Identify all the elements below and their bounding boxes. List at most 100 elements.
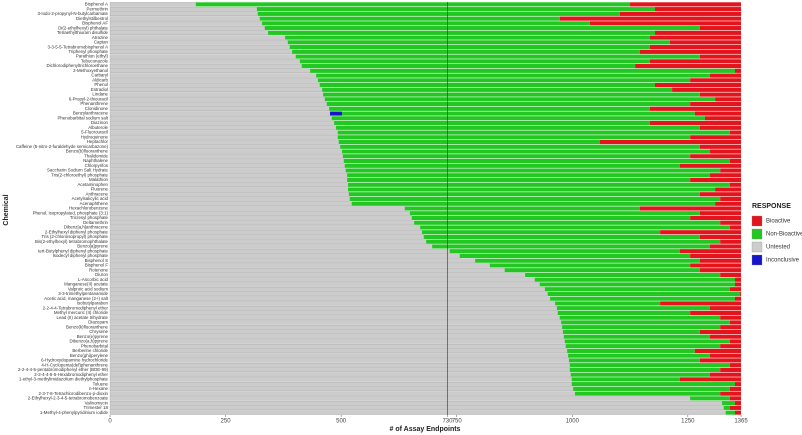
bar-segment <box>710 306 741 311</box>
bar-segment <box>504 268 700 273</box>
bar-segment <box>679 249 741 254</box>
bar-segment <box>348 182 730 187</box>
category-label: Benzylanthracene <box>73 111 109 116</box>
bar-segment <box>559 16 741 21</box>
bar-segment <box>571 377 680 382</box>
bar-segment <box>710 173 741 178</box>
bar-segment <box>109 396 691 401</box>
bar-segment <box>720 272 741 278</box>
bar-segment <box>109 206 406 211</box>
bar-segment <box>704 116 741 121</box>
bar-segment <box>699 125 741 130</box>
category-label: Malathion <box>89 177 109 182</box>
bar-segment <box>109 101 327 107</box>
bar-segment <box>639 206 741 211</box>
bar-segment <box>544 287 730 292</box>
bar-segment <box>109 30 269 36</box>
bar-segment <box>337 130 730 135</box>
bar-segment <box>562 325 721 330</box>
bar-segment <box>109 315 560 320</box>
bar-segment <box>525 272 721 278</box>
bar-segment <box>109 268 505 273</box>
bar-segment <box>690 177 741 183</box>
bar-segment <box>679 163 741 168</box>
category-label: Isobutylparaben <box>77 301 109 306</box>
category-label: Bisphenol A <box>85 2 108 7</box>
legend-label: Bioactive <box>766 219 791 225</box>
bar-segment <box>699 92 741 97</box>
category-label: 2-Ethylhexyl-2-3-4-5-tetrabromobenzoate <box>28 396 109 401</box>
bar-segment <box>109 358 570 363</box>
category-label: Bis(2-ethylhexyl) tetrabromophthalate <box>35 239 109 244</box>
bar-segment <box>570 372 711 377</box>
bar-segment <box>109 363 571 368</box>
bar-segment <box>289 45 650 50</box>
category-label: Deltamethrin <box>83 220 108 225</box>
category-label: tert-Butylphenyl diphenyl phosphate <box>38 248 108 253</box>
category-label: Lindane <box>92 92 108 97</box>
bar-segment <box>690 215 741 221</box>
bar-segment <box>109 405 724 411</box>
category-label: Tetraethylthiuram disulfide <box>57 30 109 35</box>
x-tick-label: 1250 <box>681 419 695 425</box>
bar-segment <box>729 339 741 344</box>
bar-segment <box>635 64 741 69</box>
bar-segment <box>734 282 741 287</box>
category-label: Naphthalene <box>83 158 108 163</box>
bar-segment <box>109 244 433 249</box>
category-label: Benzo(ghi)perylene <box>70 353 109 358</box>
bar-segment <box>734 296 741 301</box>
bar-segment <box>109 49 293 54</box>
category-label: Tris(2-chloroethyl) phosphate <box>51 172 108 177</box>
category-label: Aldicarb <box>92 77 108 82</box>
bar-segment <box>729 405 741 410</box>
bar-segment <box>561 320 730 325</box>
bar-segment <box>710 353 741 358</box>
bar-segment <box>343 158 730 164</box>
bar-segment <box>649 120 741 126</box>
category-label: Benzo(b)fluoranthene <box>66 149 109 154</box>
bar-segment <box>655 30 741 35</box>
category-label: Diazinon <box>91 120 109 125</box>
legend-swatch <box>751 254 763 266</box>
bar-segment <box>109 11 259 17</box>
bar-segment <box>268 30 656 35</box>
bar-segment <box>322 87 673 92</box>
category-label: Fluorene <box>91 187 109 192</box>
bar-segment <box>690 135 741 140</box>
category-label: Tebuconazole <box>81 58 109 63</box>
x-axis-title: # of Assay Endpoints <box>390 426 461 433</box>
bar-segment <box>109 367 571 373</box>
bar-segment <box>720 325 741 330</box>
bar-segment <box>109 391 576 396</box>
bar-segment <box>347 177 691 183</box>
category-label: Heptachlor <box>87 139 109 144</box>
category-label: Triphenyl phosphate <box>68 49 108 54</box>
category-label: n-Hexane <box>89 386 109 391</box>
bar-segment <box>109 196 350 202</box>
bar-segment <box>639 49 741 54</box>
bar-segment <box>285 35 650 40</box>
bar-segment <box>699 192 741 197</box>
bar-segment <box>109 334 565 339</box>
bar-segment <box>342 154 691 159</box>
bar-segment <box>655 7 741 12</box>
bar-segment <box>109 116 332 121</box>
bar-segment <box>734 277 741 282</box>
bar-segment <box>295 54 700 59</box>
bar-segment <box>720 168 741 173</box>
category-label: Dibenz[a,h]anthracene <box>64 225 109 230</box>
category-label: Trimester 18 <box>84 405 109 410</box>
bar-segment <box>729 225 741 230</box>
bar-segment <box>567 348 695 353</box>
category-label: Benzo(e)pyrene <box>77 334 109 339</box>
category-label: 3-3-trimethylpentanamide <box>58 291 108 296</box>
category-label: Phenanthrene <box>80 101 108 106</box>
bar-segment <box>699 144 741 149</box>
category-label: Valproic acid sodium <box>68 286 109 291</box>
bar-segment <box>729 363 741 368</box>
bar-segment <box>318 78 691 83</box>
bar-segment <box>109 320 562 325</box>
bar-segment <box>672 87 741 92</box>
bar-segment <box>345 168 721 173</box>
